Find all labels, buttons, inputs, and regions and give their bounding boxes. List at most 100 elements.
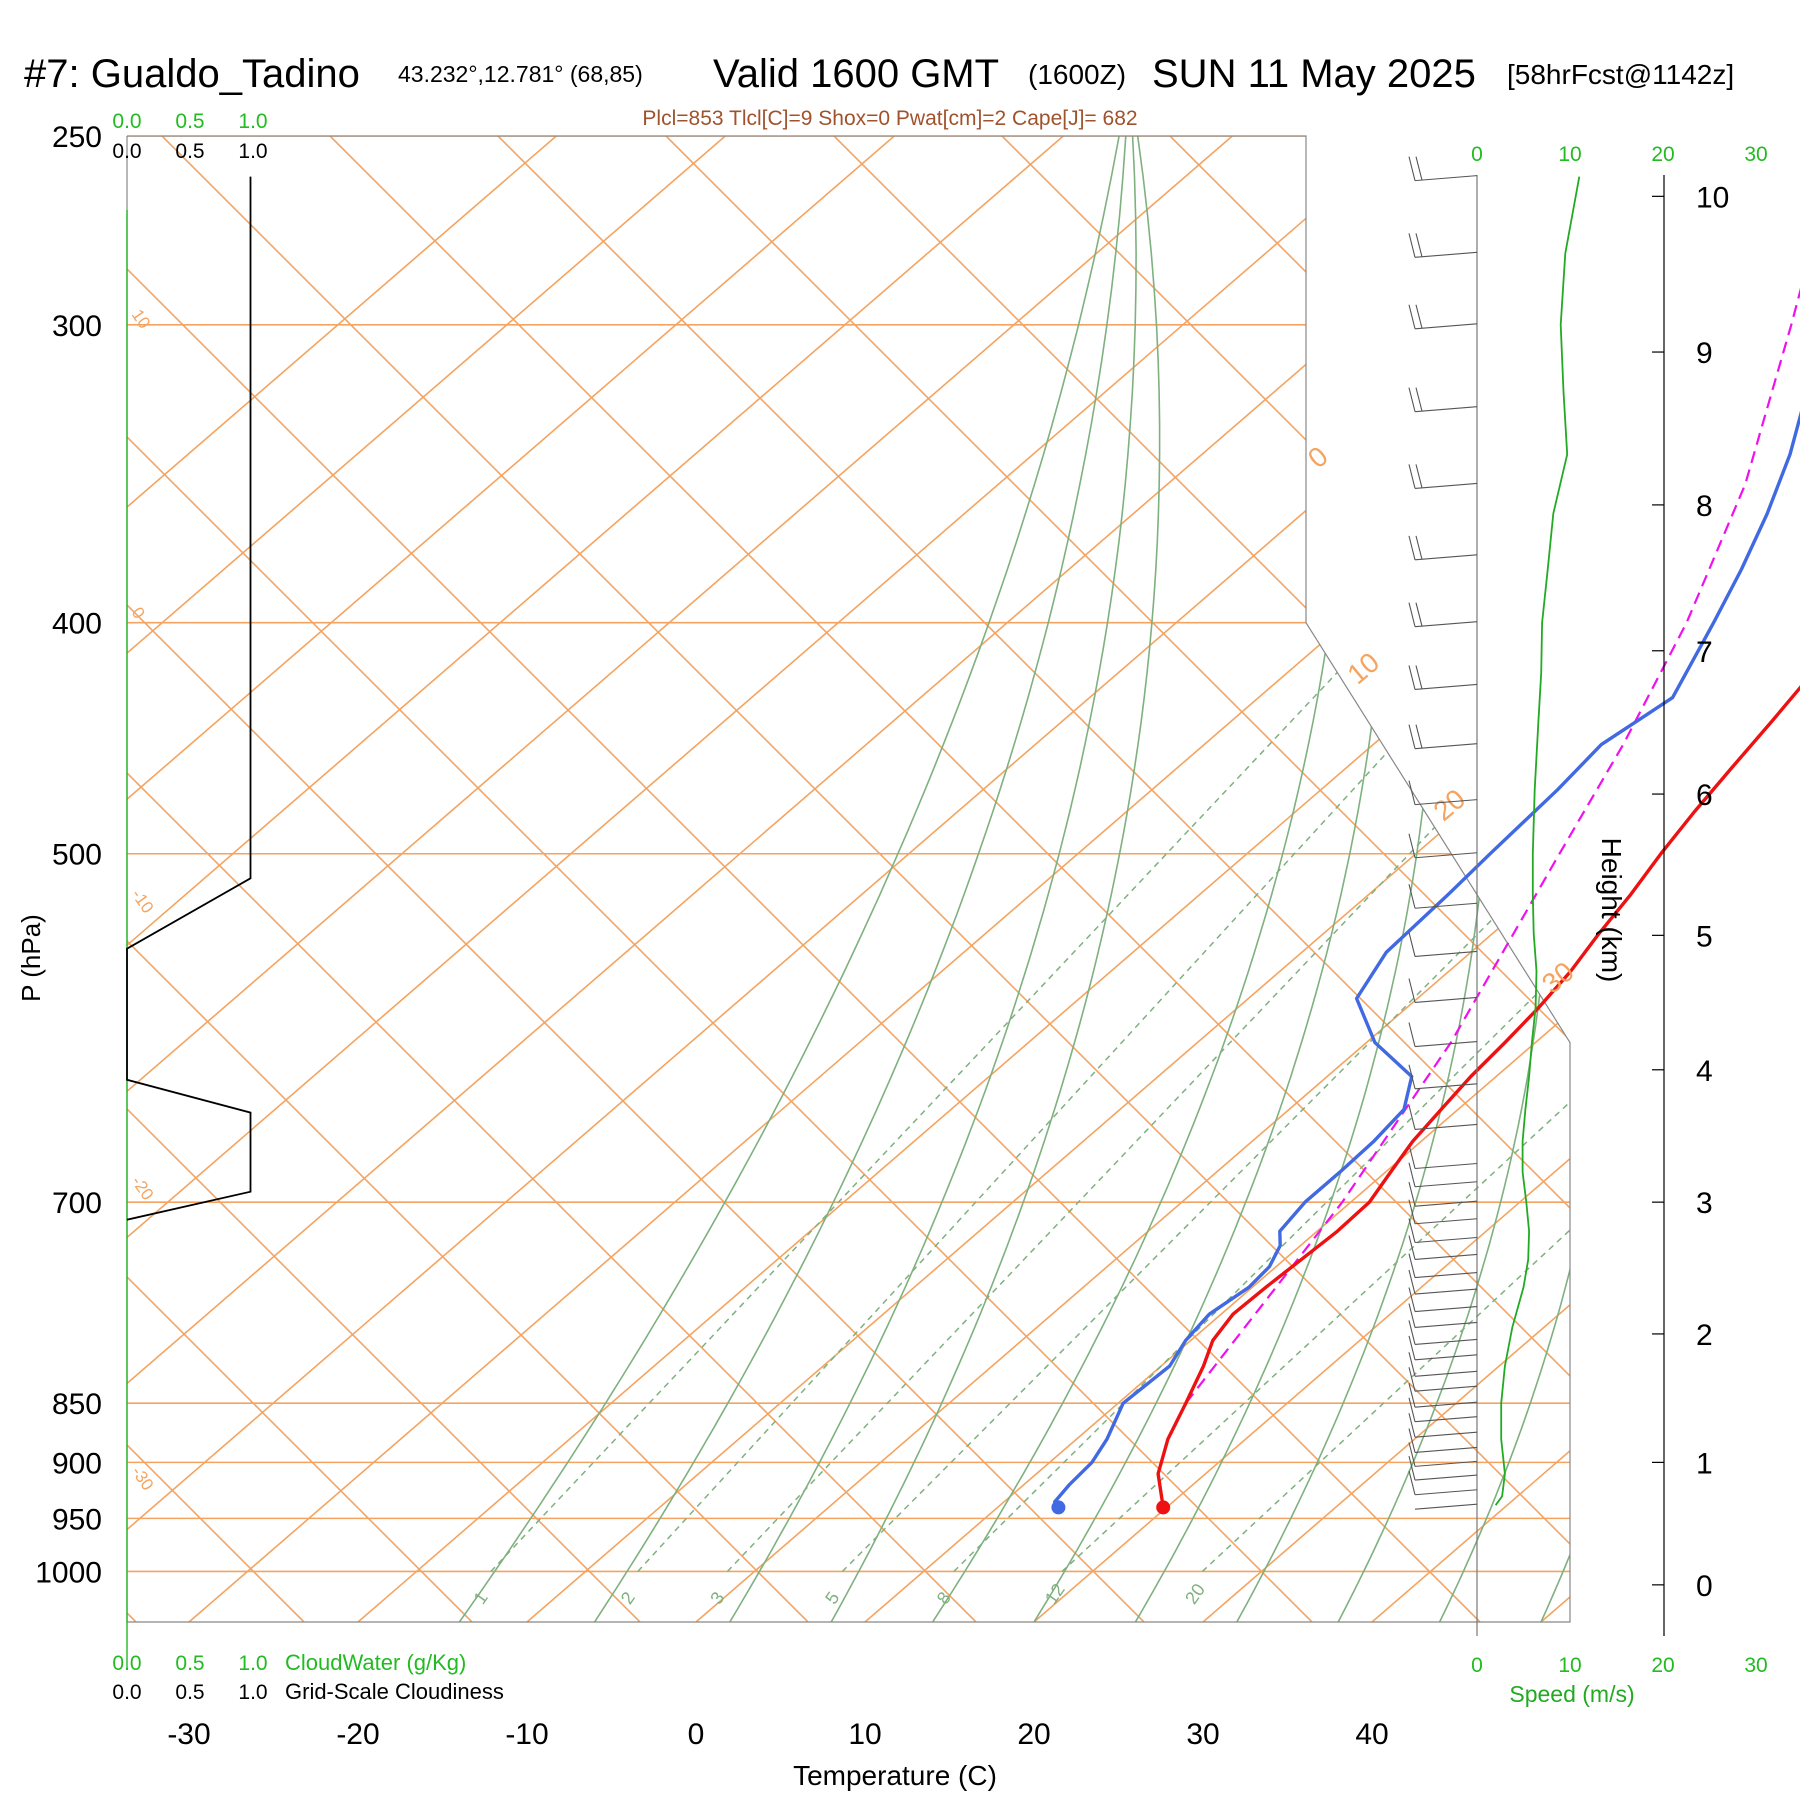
wind-barb-flag [1415,535,1423,560]
isotherm-label-left: 10 [128,306,154,332]
dry-adiabat-line [161,136,1570,1622]
wind-barb-flag [1408,1470,1416,1495]
wind-barb-flag [1415,233,1423,257]
isotherm-line [357,136,1570,1622]
wind-barb-flag [1415,156,1423,181]
isotherm-label-right: 0 [1302,440,1334,474]
wind-barb-flag [1408,1320,1416,1345]
wind-speed-tick-bottom: 30 [1744,1654,1767,1677]
pressure-tick-label: 500 [52,839,102,872]
cloudiness-scale-top: 1.0 [238,140,267,163]
wind-barb-flag [1408,1199,1416,1224]
wind-barb-flag [1408,1413,1416,1438]
wind-barb-flag [1408,1397,1416,1422]
cloudwater-scale-bottom: 1.0 [238,1652,267,1675]
sounding-indices: Plcl=853 Tlcl[C]=9 Shox=0 Pwat[cm]=2 Cap… [642,107,1137,130]
wind-barb-shaft [1414,1040,1478,1048]
dry-adiabat-line [127,136,1145,1622]
height-tick-label: 1 [1696,1447,1713,1480]
mixing-ratio-line [1201,622,1570,1573]
wind-barb-flag [1408,1455,1416,1481]
zulu-time: (1600Z) [1028,59,1126,90]
dry-adiabat-line [1337,136,1570,1622]
wind-barb-shaft [1414,1338,1478,1345]
height-axis-title: Height (km) [1596,838,1627,983]
temperature-tick-label: 40 [1355,1718,1388,1751]
wind-barb-flag [1415,724,1423,749]
wind-barb-flag [1408,884,1416,909]
wind-barb-flag [1415,464,1423,489]
wind-barb-shaft [1414,1218,1478,1225]
wind-barb-shaft [1414,743,1478,750]
height-tick-label: 5 [1696,920,1713,953]
pressure-tick-label: 1000 [35,1556,102,1589]
wind-barb-shaft [1414,1431,1478,1438]
cloudiness-panel: 0.00.00.50.51.01.00.00.00.50.51.01.0 [112,110,267,1704]
moist-adiabat-line [593,136,1127,1622]
wind-barb-flag [1408,1287,1416,1312]
mixing-ratio-label: 3 [706,1588,728,1608]
pressure-tick-label: 950 [52,1503,102,1536]
dry-adiabat-line [127,136,977,1622]
isotherm-line [127,136,1402,1622]
wind-barb-shaft [1414,902,1478,909]
wind-barb-flag [1408,1218,1416,1243]
pressure-tick-label: 300 [52,310,102,343]
wind-barb-shaft [1414,1460,1478,1467]
temperature-tick-label: 10 [848,1718,881,1751]
dry-adiabat-line [127,136,1313,1622]
plot-frame [126,135,1571,1623]
height-tick-label: 0 [1696,1570,1713,1603]
valid-time: Valid 1600 GMT [713,52,999,96]
wind-barb-flag [1408,387,1416,412]
isotherm-line [864,136,1570,1622]
wind-barb-flag [1408,1383,1416,1408]
wind-barb-flag [1408,1182,1416,1207]
dewpoint-line [1052,410,1800,1509]
wind-barb-flag [1408,1064,1416,1089]
wind-barb-shaft [1414,323,1478,330]
cloudiness-scale-top: 0.5 [175,140,204,163]
dry-adiabat-line [1001,136,1570,1622]
wind-barb-shaft [1414,799,1478,806]
wind-barb-shaft [1414,1253,1478,1261]
wind-barb-shaft [1414,1123,1478,1130]
isotherm-label-right: 10 [1341,646,1385,690]
height-tick-label: 10 [1696,181,1729,214]
dry-adiabat-line [1505,136,1570,1622]
wind-speed-tick-bottom: 20 [1651,1654,1674,1677]
wind-barb-shaft [1414,1503,1478,1510]
temperature-tick-label: 0 [688,1718,705,1751]
temperature-tick-label: -20 [336,1718,379,1751]
cloudiness-legend: Grid-Scale Cloudiness [285,1679,504,1704]
wind-barb-shaft [1414,1200,1478,1207]
surface-temperature-dot [1156,1500,1171,1515]
isotherm-label-left: 0 [128,604,149,623]
wind-barb-flag [1408,932,1416,957]
dry-adiabat-line [127,136,641,1622]
isotherm-line [1202,136,1570,1622]
wind-barb-shaft [1414,1272,1478,1279]
wind-barb-flag [1408,1442,1416,1467]
dry-adiabat-line [1674,136,1800,1622]
cloudwater-legend: CloudWater (g/Kg) [285,1650,466,1675]
pressure-tick-label: 250 [52,121,102,154]
temperature-tick-label: -30 [167,1718,210,1751]
wind-barb-shaft [1414,1083,1478,1090]
isotherm-line [127,136,1064,1622]
height-tick-label: 2 [1696,1319,1713,1352]
isotherm-line [1033,136,1570,1622]
wind-barb-flag [1408,978,1416,1003]
isotherm-line [1710,136,1800,1622]
wind-barb-flag [1408,724,1416,749]
pressure-tick-label: 400 [52,608,102,641]
isotherm-line [127,136,726,1622]
sounding-profiles [1051,287,1800,1515]
axes: 1 2 3 5 8 12 20100-10-20-300102030250300400500… [35,121,1729,1751]
wind-barb-flag [1408,833,1416,858]
x-axis-title: Temperature (C) [793,1760,997,1791]
height-tick-label: 4 [1696,1055,1713,1088]
temperature-tick-label: -10 [505,1718,548,1751]
cloudiness-scale-bottom: 1.0 [238,1681,267,1704]
